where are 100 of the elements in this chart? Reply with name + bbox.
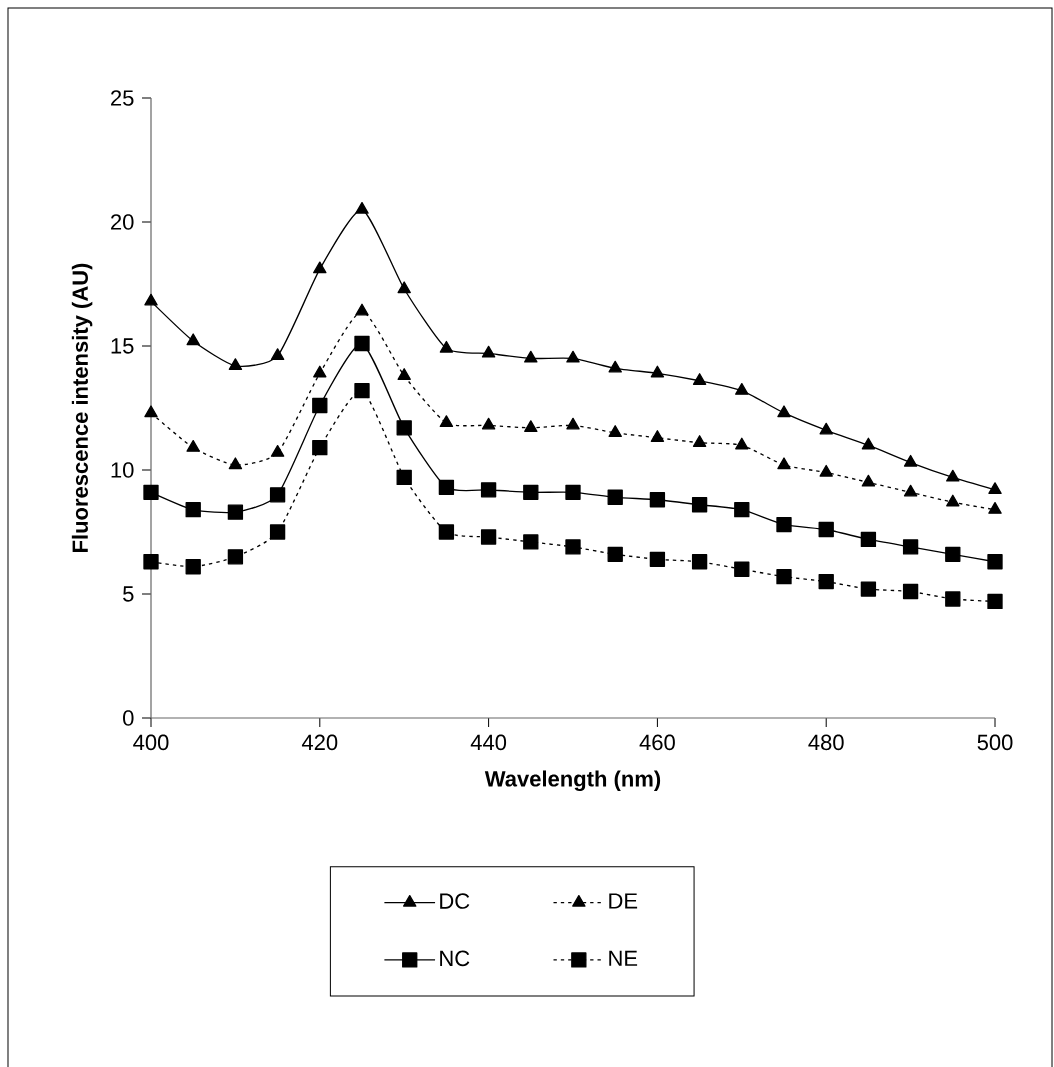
x-tick-label: 420 <box>301 734 338 751</box>
y-tick-label: 20 <box>111 214 134 230</box>
point <box>313 261 327 274</box>
point <box>523 534 539 550</box>
point <box>692 435 707 447</box>
point <box>354 335 370 352</box>
point <box>270 444 285 457</box>
point <box>691 554 708 570</box>
x-tick-label: 400 <box>133 734 169 751</box>
point <box>902 539 919 555</box>
point <box>776 568 792 585</box>
legend-label: DC <box>440 893 470 909</box>
point <box>185 559 201 575</box>
point <box>355 201 369 214</box>
point <box>227 549 244 565</box>
point <box>524 420 538 433</box>
point <box>439 340 454 353</box>
y-tick-label: 25 <box>111 90 134 106</box>
point <box>566 417 580 430</box>
point <box>607 489 623 505</box>
point <box>186 333 200 346</box>
point <box>650 430 665 442</box>
point <box>819 464 833 477</box>
point <box>396 420 412 436</box>
point <box>396 469 412 486</box>
y-tick-label: 0 <box>123 710 134 726</box>
x-tick-label: 480 <box>808 734 844 751</box>
point <box>988 482 1002 495</box>
legend-label: NE <box>609 950 638 966</box>
point <box>439 415 454 428</box>
point <box>861 474 876 487</box>
point <box>270 348 285 361</box>
point <box>313 365 327 378</box>
point <box>819 422 833 435</box>
point <box>818 521 834 538</box>
point <box>143 554 159 570</box>
point <box>777 457 791 470</box>
point <box>397 281 411 294</box>
point <box>144 293 158 306</box>
point <box>649 492 666 508</box>
point <box>438 524 455 540</box>
y-tick-label: 10 <box>111 462 134 478</box>
point <box>566 350 580 363</box>
legend-label: NC <box>440 950 470 967</box>
point <box>481 417 496 430</box>
point <box>565 539 581 555</box>
legend-label: DE <box>609 893 638 909</box>
point <box>903 454 918 467</box>
point <box>945 546 961 562</box>
point <box>144 405 158 418</box>
y-tick-label: 5 <box>123 586 134 602</box>
point <box>312 440 328 456</box>
point <box>565 484 581 500</box>
point <box>691 497 708 513</box>
x-tick-label: 500 <box>977 734 1013 751</box>
point <box>692 373 707 385</box>
point <box>987 554 1003 570</box>
point <box>480 482 497 498</box>
point <box>776 516 792 533</box>
point <box>735 382 749 395</box>
point <box>902 583 919 600</box>
point <box>607 546 623 562</box>
point <box>143 484 159 500</box>
point <box>481 345 496 358</box>
point <box>649 551 666 567</box>
point <box>987 593 1003 610</box>
point <box>523 484 539 500</box>
x-axis-title: Wavelength (nm) <box>484 770 661 792</box>
point <box>185 502 201 518</box>
point <box>734 561 750 577</box>
point <box>227 504 244 520</box>
point <box>608 360 622 373</box>
y-tick-label: 15 <box>111 338 134 354</box>
point <box>861 437 876 450</box>
point <box>269 524 286 540</box>
y-axis-title: Fluorescence intensity (AU) <box>71 263 93 553</box>
point <box>608 425 622 437</box>
point <box>860 581 877 597</box>
point <box>228 457 243 470</box>
point <box>988 502 1002 514</box>
point <box>438 479 455 496</box>
point <box>228 358 243 371</box>
point <box>945 591 961 607</box>
point <box>860 531 877 548</box>
x-tick-label: 460 <box>639 734 675 751</box>
point <box>946 494 960 507</box>
point <box>480 529 497 545</box>
point <box>650 365 665 378</box>
point <box>355 303 369 316</box>
point <box>269 487 286 503</box>
point <box>735 437 749 450</box>
point <box>312 397 328 414</box>
point <box>397 368 411 380</box>
point <box>903 484 918 497</box>
point <box>186 440 200 452</box>
point <box>524 350 538 363</box>
x-tick-label: 440 <box>470 734 507 751</box>
point <box>734 502 750 518</box>
point <box>946 469 960 482</box>
point <box>777 405 791 418</box>
